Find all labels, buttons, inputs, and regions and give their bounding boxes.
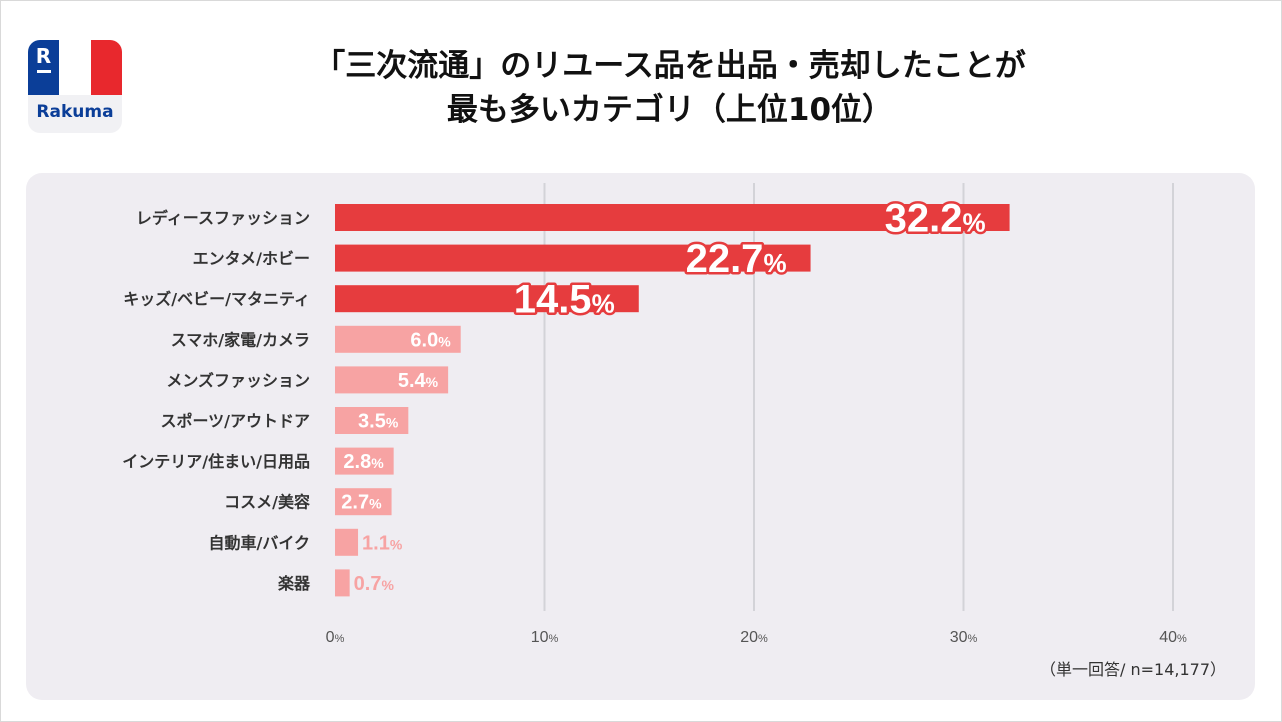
- value-label: 3.5%: [358, 411, 399, 433]
- x-tick-label: 20%: [740, 629, 768, 646]
- bar: [335, 569, 350, 597]
- bar: [335, 447, 394, 475]
- category-label: レディースファッション: [136, 209, 310, 228]
- category-label: キッズ/ベビー/マタニティ: [123, 290, 310, 309]
- chart-panel: 0% 10% 20% 30% 40% レディースファッション 32.2% エンタメ/ホビー 22…: [26, 173, 1255, 700]
- bar-chart: 0% 10% 20% 30% 40% レディースファッション 32.2% エンタメ/ホビー 22…: [122, 183, 1187, 646]
- sample-note: （単一回答/ n=14,177）: [1039, 660, 1226, 679]
- x-tick-label: 0%: [326, 629, 345, 646]
- category-label: 自動車/バイク: [208, 533, 310, 552]
- x-tick-label: 10%: [531, 629, 559, 646]
- bar: [335, 244, 811, 272]
- logo-name: Rakuma: [36, 102, 114, 122]
- value-label: 1.1%: [362, 532, 403, 554]
- rakuma-logo: R Rakuma: [28, 40, 122, 133]
- category-label: インテリア/住まい/日用品: [122, 452, 310, 471]
- value-label: 0.7%: [354, 573, 395, 595]
- category-label: エンタメ/ホビー: [193, 249, 310, 268]
- bar: [335, 325, 461, 353]
- value-label: 5.4%: [398, 370, 439, 392]
- category-label: スマホ/家電/カメラ: [171, 330, 310, 349]
- value-label: 32.2%: [885, 197, 986, 241]
- logo-mark: R: [35, 44, 52, 68]
- category-label: 楽器: [277, 574, 311, 593]
- value-label: 22.7%: [686, 237, 787, 281]
- category-label: スポーツ/アウトドア: [160, 412, 310, 431]
- bar: [335, 407, 409, 434]
- bar: [335, 488, 392, 516]
- value-label: 6.0%: [410, 329, 451, 351]
- value-label: 14.5%: [514, 278, 615, 322]
- value-label: 2.8%: [343, 451, 384, 473]
- tricolor-flag: [28, 40, 122, 95]
- category-label: メンズファッション: [166, 371, 310, 390]
- chart-title: 「三次流通」のリユース品を出品・売却したことが 最も多いカテゴリ（上位10位）: [180, 44, 1160, 132]
- title-line-2: 最も多いカテゴリ（上位10位）: [446, 92, 894, 128]
- title-line-1: 「三次流通」のリユース品を出品・売却したことが: [314, 48, 1026, 84]
- bar: [335, 285, 639, 313]
- category-label: コスメ/美容: [224, 493, 310, 512]
- bar: [335, 366, 449, 394]
- bar: [335, 204, 1010, 231]
- x-tick-label: 40%: [1159, 629, 1187, 646]
- x-tick-label: 30%: [950, 629, 978, 646]
- value-label: 2.7%: [341, 492, 382, 514]
- bar: [335, 528, 359, 556]
